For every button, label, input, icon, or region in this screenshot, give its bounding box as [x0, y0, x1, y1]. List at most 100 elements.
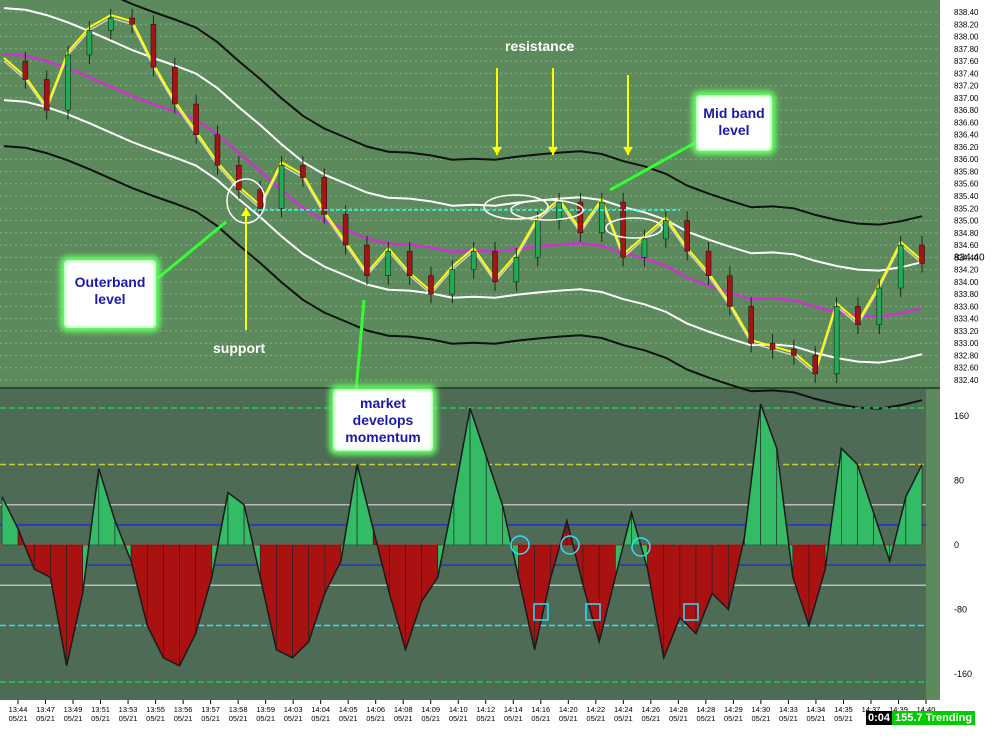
x-tick-date: 05/21 [119, 714, 138, 723]
mid-band-line [3, 52, 923, 318]
candle [257, 189, 263, 209]
candle [534, 220, 541, 258]
price-tick-label: 837.40 [954, 69, 979, 78]
x-tick-date: 05/21 [641, 714, 660, 723]
histogram-bar [163, 544, 180, 667]
candle [129, 17, 135, 25]
price-tick-label: 837.20 [954, 82, 979, 91]
candle [278, 165, 285, 209]
candle [300, 165, 306, 178]
zero-cross-circle [631, 537, 651, 557]
price-tick-label: 835.80 [954, 167, 979, 176]
x-tick-date: 05/21 [91, 714, 110, 723]
outerband-callout: Outerband level [64, 260, 156, 328]
x-tick-time: 13:57 [201, 705, 220, 714]
x-tick-time: 14:40 [917, 705, 936, 714]
osc-tick-label: 80 [954, 476, 964, 486]
oversold-square [585, 603, 601, 621]
candle [172, 66, 178, 105]
price-tick-label: 833.80 [954, 290, 979, 299]
price-tick-label: 834.20 [954, 266, 979, 275]
momentum-callout: market develops momentum [333, 389, 433, 451]
x-tick-date: 05/21 [9, 714, 28, 723]
candle [748, 306, 754, 344]
price-panel-bg [0, 0, 940, 388]
x-tick-date: 05/21 [559, 714, 578, 723]
x-tick-date: 05/21 [779, 714, 798, 723]
x-tick-date: 05/21 [807, 714, 826, 723]
candle [769, 342, 776, 350]
candle [449, 269, 456, 295]
highlight-ellipse [483, 194, 549, 220]
x-tick-time: 14:28 [696, 705, 715, 714]
x-tick-time: 14:22 [586, 705, 605, 714]
price-tick-label: 836.20 [954, 143, 979, 152]
x-tick-date: 05/21 [724, 714, 743, 723]
x-tick-time: 14:24 [614, 705, 633, 714]
x-tick-time: 13:56 [174, 705, 193, 714]
x-tick-time: 14:20 [559, 705, 578, 714]
x-tick-date: 05/21 [366, 714, 385, 723]
price-tick-label: 834.00 [954, 278, 979, 287]
price-line [3, 14, 923, 373]
zero-cross-circle [560, 535, 580, 555]
x-tick-date: 05/21 [339, 714, 358, 723]
price-tick-label: 832.40 [954, 376, 979, 385]
osc-tick-label: -160 [954, 669, 972, 679]
x-tick-time: 13:49 [64, 705, 83, 714]
histogram-outline [1, 403, 923, 667]
x-tick-time: 14:09 [421, 705, 440, 714]
candle [321, 177, 327, 215]
x-tick-time: 13:44 [9, 705, 28, 714]
price-tick-label: 835.20 [954, 204, 979, 213]
candle [791, 349, 797, 356]
x-tick-date: 05/21 [284, 714, 303, 723]
right-axis-bg [940, 0, 1000, 700]
candle [919, 244, 925, 264]
x-tick-time: 14:35 [834, 705, 853, 714]
x-tick-time: 13:58 [229, 705, 248, 714]
price-tick-label: 836.40 [954, 131, 979, 140]
price-tick-label: 838.40 [954, 8, 979, 17]
candle [43, 79, 50, 111]
x-tick-time: 13:55 [146, 705, 165, 714]
price-tick-label: 837.80 [954, 45, 979, 54]
x-tick-date: 05/21 [449, 714, 468, 723]
x-tick-time: 14:10 [449, 705, 468, 714]
candle [727, 275, 733, 307]
x-tick-date: 05/21 [669, 714, 688, 723]
x-tick-time: 14:29 [724, 705, 743, 714]
price-tick-label: 836.80 [954, 106, 979, 115]
x-tick-date: 05/21 [256, 714, 275, 723]
candle [22, 60, 29, 80]
x-tick-date: 05/21 [696, 714, 715, 723]
candle [65, 54, 71, 111]
last-price-label: 834.40 [954, 252, 985, 263]
candle [620, 201, 626, 258]
candle [513, 257, 520, 283]
x-tick-time: 14:04 [311, 705, 330, 714]
candle [342, 214, 349, 246]
price-tick-label: 836.00 [954, 155, 979, 164]
oversold-square [533, 603, 549, 621]
price-tick-label: 836.60 [954, 118, 979, 127]
price-tick-label: 832.80 [954, 351, 979, 360]
x-tick-date: 05/21 [201, 714, 220, 723]
candle [705, 250, 712, 276]
x-tick-date: 05/21 [504, 714, 523, 723]
price-tick-label: 837.60 [954, 57, 979, 66]
price-tick-label: 838.20 [954, 20, 979, 29]
x-tick-time: 14:37 [862, 705, 881, 714]
candle [364, 244, 370, 276]
midband-pointer [609, 138, 701, 192]
x-tick-time: 14:05 [339, 705, 358, 714]
x-tick-time: 13:53 [119, 705, 138, 714]
resistance-label: resistance [505, 38, 575, 54]
candle [406, 250, 413, 276]
x-tick-time: 14:39 [889, 705, 908, 714]
x-tick-date: 05/21 [146, 714, 165, 723]
x-tick-time: 13:59 [256, 705, 275, 714]
price-tick-label: 833.00 [954, 339, 979, 348]
resistance-arrow-head [492, 147, 502, 155]
